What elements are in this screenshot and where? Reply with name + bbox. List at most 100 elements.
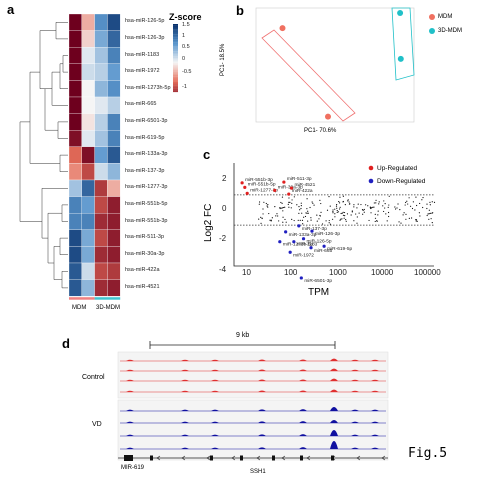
background-point <box>276 213 278 215</box>
background-point <box>372 206 374 208</box>
background-point <box>422 206 424 209</box>
background-point <box>319 215 321 217</box>
background-point <box>336 211 338 214</box>
background-point <box>319 199 321 202</box>
background-point <box>329 205 331 207</box>
background-point <box>358 212 360 214</box>
pca-frame <box>255 7 415 123</box>
colorbar-step <box>173 71 178 74</box>
background-point <box>378 203 380 205</box>
background-point <box>406 200 408 202</box>
colorbar-step <box>173 49 178 52</box>
ssh1-exon <box>272 455 275 461</box>
signal-peak <box>351 434 359 436</box>
colorbar-step <box>173 75 178 77</box>
strand-arrow <box>281 455 286 461</box>
background-point <box>376 220 378 222</box>
background-point <box>301 212 303 214</box>
background-point <box>329 223 332 225</box>
background-point <box>402 214 404 216</box>
background-point <box>428 209 430 211</box>
background-point <box>428 213 430 215</box>
background-point <box>416 220 418 222</box>
background-point <box>426 207 428 210</box>
background-point <box>415 219 418 221</box>
figure-label: Fig.5 <box>408 446 448 461</box>
legend-swatch-down <box>368 178 374 184</box>
background-point <box>374 217 377 219</box>
background-point <box>288 197 290 199</box>
background-point <box>427 213 429 215</box>
background-point <box>369 206 371 208</box>
background-point <box>328 222 330 224</box>
background-point <box>268 212 270 215</box>
background-point <box>356 222 358 224</box>
strand-arrow <box>206 455 211 461</box>
down-regulated-point <box>322 244 326 248</box>
background-point <box>300 207 302 210</box>
background-point <box>353 206 355 208</box>
background-point <box>282 206 285 209</box>
signal-peak <box>181 447 189 449</box>
colorbar-step <box>173 80 178 82</box>
background-point <box>375 199 377 201</box>
down-regulated-point <box>309 246 313 250</box>
background-point <box>275 215 277 217</box>
vd-track-box <box>117 399 389 461</box>
up-regulated-point <box>240 181 244 185</box>
background-point <box>346 213 349 215</box>
colorbar-step <box>173 66 178 69</box>
background-point <box>280 201 282 204</box>
background-point <box>347 199 349 201</box>
heatmap-row-label: hsa-miR-133a-3p <box>125 151 168 158</box>
background-point <box>335 205 338 207</box>
colorbar-step <box>173 78 178 81</box>
background-point <box>405 213 407 215</box>
background-point <box>382 210 385 213</box>
legend-tick: 0.5 <box>182 44 190 50</box>
strand-arrow <box>381 455 386 461</box>
background-point <box>282 216 284 218</box>
legend-tick: 1.5 <box>182 22 190 28</box>
background-point <box>394 208 397 210</box>
signal-peak <box>211 369 219 371</box>
signal-peak <box>258 390 266 392</box>
signal-peak <box>181 390 189 392</box>
background-point <box>344 215 346 217</box>
colorbar-step <box>173 76 178 79</box>
background-point <box>291 202 293 204</box>
signal-peak <box>299 390 307 392</box>
down-regulated-label: miR-619-5p <box>327 246 352 252</box>
background-point <box>429 212 431 214</box>
legend-tick: 1 <box>182 33 186 39</box>
background-point <box>310 219 312 221</box>
background-point <box>341 212 343 214</box>
signal-peak <box>371 359 379 361</box>
background-point <box>370 207 372 210</box>
background-point <box>328 219 330 222</box>
background-point <box>340 212 342 215</box>
background-point <box>298 212 300 214</box>
background-point <box>293 219 295 222</box>
background-point <box>262 213 264 215</box>
legend-tick: -0.5 <box>182 69 192 75</box>
background-point <box>404 204 406 206</box>
background-point <box>414 209 416 211</box>
signal-peak <box>258 369 266 371</box>
background-point <box>287 203 289 205</box>
signal-peak <box>299 434 307 436</box>
mir-619-exon <box>124 455 133 461</box>
background-point <box>383 200 385 202</box>
colorbar-step <box>173 68 178 70</box>
background-point <box>334 216 336 218</box>
background-point <box>421 199 423 201</box>
background-point <box>387 206 389 208</box>
legend-tick: -1 <box>182 84 187 90</box>
gene-label-ssh1: SSH1 <box>250 469 266 475</box>
colorbar-step <box>173 58 178 60</box>
background-point <box>385 213 387 215</box>
background-point <box>345 220 347 222</box>
heatmap-row-label: hsa-miR-665 <box>125 101 157 108</box>
colorbar-step <box>173 41 178 43</box>
background-point <box>281 196 284 198</box>
